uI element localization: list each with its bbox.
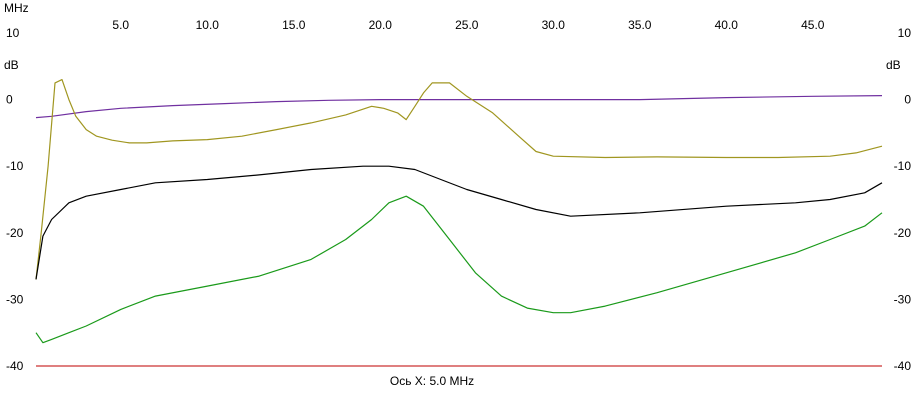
x-tick-label: 25.0 [455, 18, 479, 32]
y-tick-label-left: -10 [6, 159, 24, 173]
y-tick-label-right: -20 [894, 226, 912, 240]
y-tick-label-left: -40 [6, 359, 24, 373]
x-tick-label: 15.0 [282, 18, 306, 32]
y-tick-label-right: 10 [898, 26, 912, 40]
x-tick-label: 5.0 [112, 18, 129, 32]
y-unit-label-right: dB [886, 58, 901, 72]
y-unit-label-left: dB [4, 58, 19, 72]
x-unit-label: MHz [4, 1, 29, 15]
y-tick-label-right: -30 [894, 292, 912, 306]
y-tick-label-right: -10 [894, 159, 912, 173]
x-axis-caption: Ось X: 5.0 MHz [390, 374, 474, 388]
y-axis-left-ticks: 10 0 -10 -20 -30 -40 [6, 26, 24, 373]
y-tick-label-left: -30 [6, 292, 24, 306]
series-line-2 [35, 78, 883, 280]
x-tick-label: 30.0 [542, 18, 566, 32]
x-tick-label: 40.0 [715, 18, 739, 32]
series-group [35, 78, 883, 367]
x-axis-ticks: 5.0 10.0 15.0 20.0 25.0 30.0 35.0 40.0 45.0 [112, 18, 824, 32]
y-tick-label-left: -20 [6, 226, 24, 240]
x-tick-label: 20.0 [369, 18, 393, 32]
y-tick-label-right: -40 [894, 359, 912, 373]
y-tick-label-right: 0 [904, 93, 911, 107]
y-axis-right-ticks: 10 0 -10 -20 -30 -40 [894, 26, 912, 373]
x-tick-label: 35.0 [628, 18, 652, 32]
series-line-3 [35, 165, 883, 280]
series-line-4 [35, 195, 883, 344]
y-tick-label-left: 10 [6, 26, 20, 40]
y-tick-label-left: 0 [6, 93, 13, 107]
x-tick-label: 10.0 [196, 18, 220, 32]
series-line-1 [35, 95, 883, 119]
x-tick-label: 45.0 [801, 18, 825, 32]
